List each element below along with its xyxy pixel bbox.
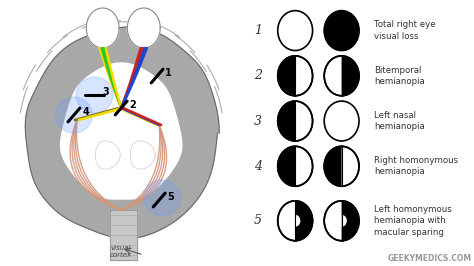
Text: 2: 2 [254,69,262,82]
Circle shape [278,101,312,141]
Text: GEEKYMEDICS.COM: GEEKYMEDICS.COM [388,254,472,263]
Wedge shape [295,201,312,240]
Wedge shape [278,56,295,95]
Circle shape [324,146,359,186]
Text: 2: 2 [129,100,136,110]
Circle shape [76,77,113,113]
Circle shape [324,201,359,241]
Text: Bitemporal
hemianopia: Bitemporal hemianopia [374,66,425,86]
Wedge shape [278,147,295,186]
Polygon shape [25,27,219,239]
Circle shape [144,180,181,216]
Text: 4: 4 [82,107,89,117]
Polygon shape [130,141,155,169]
Polygon shape [61,63,182,199]
Wedge shape [295,215,301,227]
Text: Total right eye
visual loss: Total right eye visual loss [374,20,436,41]
Circle shape [325,11,359,50]
Text: Left homonymous
hemianopia with
macular sparing: Left homonymous hemianopia with macular … [374,205,452,237]
Wedge shape [342,56,359,95]
Polygon shape [128,8,160,48]
Circle shape [278,56,312,96]
Text: 5: 5 [254,214,262,227]
Wedge shape [342,215,347,227]
Text: 4: 4 [254,160,262,173]
Text: 3: 3 [103,87,109,97]
Text: 1: 1 [165,68,172,78]
Text: visual
cortex: visual cortex [110,245,132,258]
Circle shape [324,101,359,141]
Polygon shape [86,8,119,48]
Circle shape [278,201,312,241]
Circle shape [278,146,312,186]
Wedge shape [278,101,295,140]
Text: 3: 3 [254,115,262,127]
Circle shape [278,11,312,51]
Circle shape [324,11,359,51]
Text: 1: 1 [254,24,262,37]
Text: Right homonymous
hemianopia: Right homonymous hemianopia [374,156,458,176]
Wedge shape [325,147,342,186]
Circle shape [55,97,92,133]
Circle shape [324,56,359,96]
Polygon shape [110,210,137,260]
Wedge shape [342,201,359,240]
Text: Left nasal
hemianopia: Left nasal hemianopia [374,111,425,131]
Text: 5: 5 [167,192,174,202]
Polygon shape [96,141,120,169]
